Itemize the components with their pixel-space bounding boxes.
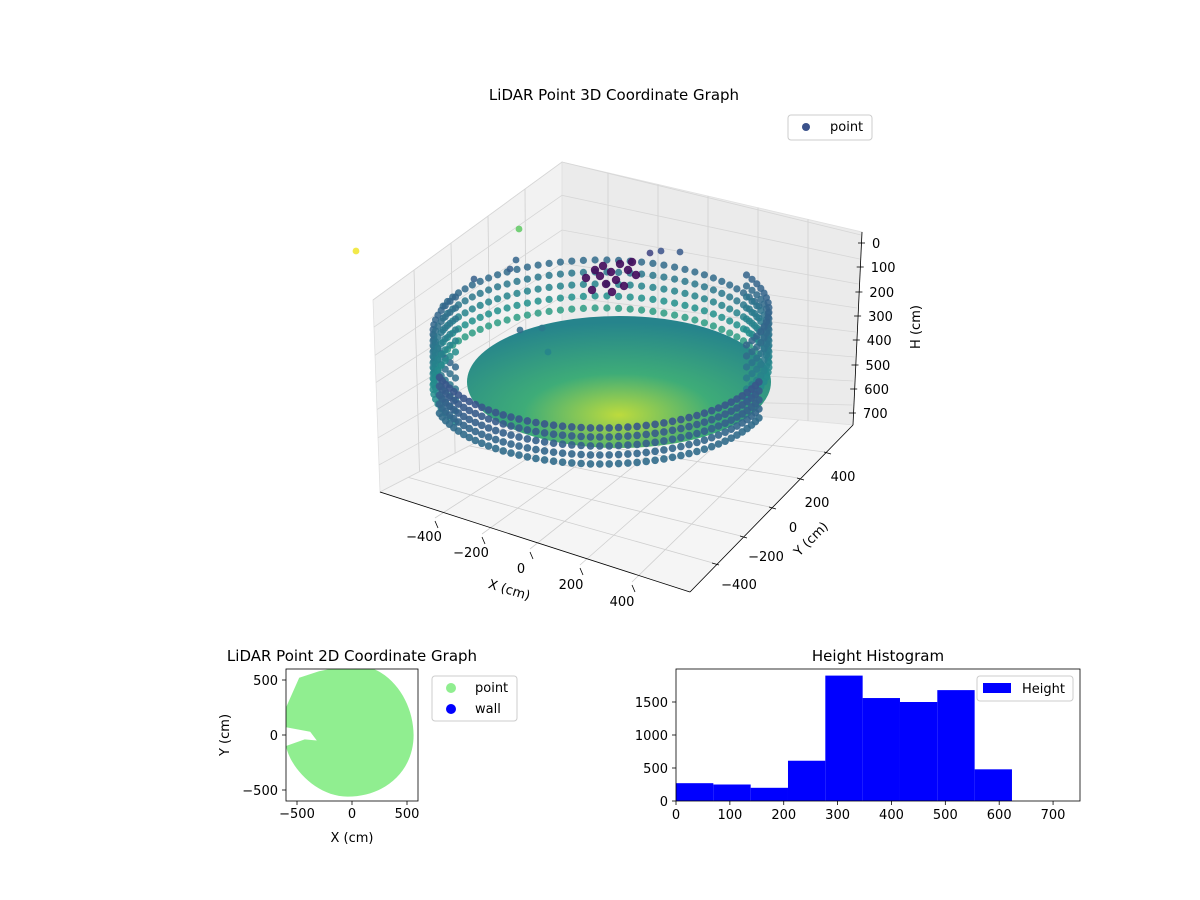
3d-point-cloud	[352, 225, 773, 468]
3d-z-axis-line	[852, 231, 863, 426]
3d-y-tick-label: 200	[805, 496, 830, 511]
3d-legend-box	[787, 114, 873, 141]
2d-y-tick-label: 500	[253, 674, 278, 689]
chart-2d: LiDAR Point 2D Coordinate Graph −500−500…	[218, 647, 518, 846]
2d-x-tick-label: 500	[395, 807, 420, 822]
histogram-bar	[787, 760, 826, 801]
histogram-y-tick-label: 1000	[635, 729, 668, 744]
3d-z-tick-label: 600	[864, 383, 889, 398]
2d-x-tick-label: −500	[279, 807, 315, 822]
histogram-bar	[676, 783, 714, 801]
histogram-bars	[676, 675, 1012, 801]
3d-y-tick-label: 400	[831, 470, 856, 485]
histogram-bar	[862, 698, 900, 801]
histogram-y-tick-label: 0	[660, 795, 668, 810]
3d-z-axis-label: H (cm)	[909, 305, 924, 349]
histogram-title: Height Histogram	[812, 647, 944, 665]
3d-z-tick-label: 700	[863, 407, 888, 422]
histogram-bar	[899, 702, 938, 801]
2d-legend-marker-point	[446, 683, 456, 693]
histogram-legend-box	[976, 675, 1074, 702]
3d-x-axis-label: X (cm)	[486, 577, 532, 604]
histogram-chart: Height Histogram 0 100 200 300 400 500 600 7000…	[635, 647, 1081, 823]
2d-x-tick-label: 0	[348, 807, 356, 822]
histogram-x-tick-label: 400	[879, 808, 904, 823]
histogram-x-tick-label: 300	[825, 808, 850, 823]
2d-y-tick-label: 0	[270, 729, 278, 744]
3d-x-tick-label: 200	[559, 578, 584, 593]
chart-2d-title: LiDAR Point 2D Coordinate Graph	[227, 647, 477, 665]
histogram-bar	[750, 787, 788, 801]
3d-z-tick-label: 400	[867, 334, 892, 349]
histogram-y-tick-label: 1500	[635, 696, 668, 711]
3d-x-tick-label: −400	[406, 530, 442, 545]
3d-x-tick-label: 0	[517, 562, 525, 577]
3d-ticks: −400−20002004004002000−200−4000100200300…	[406, 237, 895, 610]
3d-z-tick-label: 300	[868, 310, 893, 325]
2d-legend-label-point: point	[475, 681, 508, 696]
histogram-bar	[974, 769, 1012, 801]
3d-legend: point	[787, 114, 873, 141]
3d-y-tick-label: 0	[789, 521, 797, 536]
histogram-x-tick-label: 200	[771, 808, 796, 823]
histogram-legend-swatch	[983, 683, 1011, 693]
3d-x-tick-label: −200	[453, 546, 489, 561]
3d-y-tick-label: −200	[748, 550, 784, 565]
histogram-legend-label: Height	[1022, 682, 1065, 697]
histogram-x-tick-label: 700	[1041, 808, 1066, 823]
chart-3d: LiDAR Point 3D Coordinate Graph −400 −200…	[352, 86, 924, 610]
histogram-x-tick-label: 100	[717, 808, 742, 823]
chart-3d-title: LiDAR Point 3D Coordinate Graph	[489, 86, 739, 104]
histogram-ticks: 0 100 200 300 400 500 600 700 0 500 1000 1500	[635, 696, 1066, 823]
histogram-bar	[713, 784, 751, 801]
2d-legend-marker-wall	[446, 704, 456, 714]
2d-legend: point wall	[431, 675, 518, 722]
3d-z-tick-label: 200	[869, 286, 894, 301]
histogram-bar	[825, 675, 863, 801]
histogram-x-tick-label: 600	[987, 808, 1012, 823]
2d-ticks: −500−500 0 0 500 500	[242, 674, 419, 822]
3d-z-tick-label: 100	[871, 261, 896, 276]
3d-x-tick-label: 400	[610, 595, 635, 610]
2d-legend-label-wall: wall	[475, 702, 501, 717]
3d-z-tick-label: 0	[872, 237, 880, 252]
3d-legend-marker	[802, 123, 810, 131]
histogram-y-tick-label: 500	[643, 762, 668, 777]
histogram-x-tick-label: 500	[933, 808, 958, 823]
2d-y-tick-label: −500	[242, 784, 278, 799]
3d-z-tick-label: 500	[866, 359, 891, 374]
2d-point-region	[286, 669, 414, 797]
3d-legend-label: point	[830, 120, 863, 135]
histogram-legend: Height	[976, 675, 1074, 702]
3d-y-tick-label: −400	[721, 578, 757, 593]
2d-x-axis-label: X (cm)	[331, 831, 374, 846]
3d-x-axis-line	[379, 491, 691, 593]
histogram-x-tick-label: 0	[672, 808, 680, 823]
2d-y-axis-label: Y (cm)	[218, 714, 233, 757]
histogram-bar	[937, 690, 975, 801]
